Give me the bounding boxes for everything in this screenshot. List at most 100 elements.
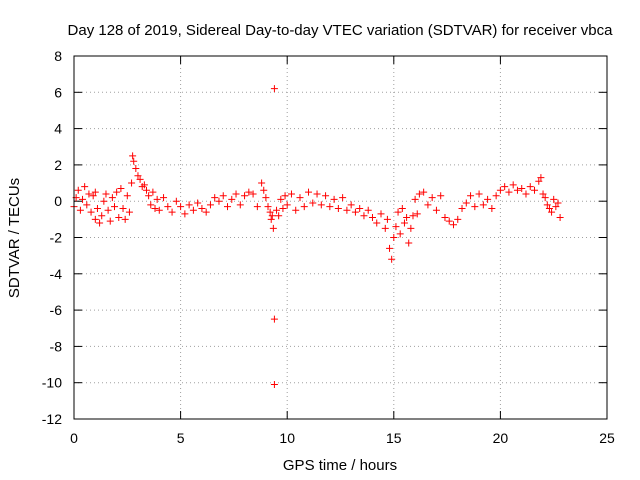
data-point [189, 206, 197, 214]
data-point [356, 204, 364, 212]
data-point [292, 206, 300, 214]
data-point [108, 194, 116, 202]
data-point [505, 188, 513, 196]
data-point [151, 204, 159, 212]
data-point [373, 219, 381, 227]
data-point [224, 203, 232, 211]
data-point [76, 206, 84, 214]
data-point [119, 204, 127, 212]
data-point [488, 204, 496, 212]
data-point [552, 203, 560, 211]
x-axis-label: GPS time / hours [283, 457, 397, 474]
data-point [343, 206, 351, 214]
data-point [117, 184, 125, 192]
data-point [81, 183, 89, 191]
x-tick-label: 25 [599, 430, 615, 446]
data-point [475, 190, 483, 198]
data-point [550, 195, 558, 203]
data-point [130, 157, 138, 165]
data-point [351, 208, 359, 216]
data-point [262, 194, 270, 202]
data-point [415, 190, 423, 198]
data-point [236, 201, 244, 209]
data-point [283, 201, 291, 209]
data-point [424, 201, 432, 209]
data-point [89, 192, 97, 200]
data-point [264, 203, 272, 211]
data-point [106, 217, 114, 225]
data-point [96, 219, 104, 227]
x-tick-label: 20 [493, 430, 509, 446]
data-point [268, 212, 276, 220]
data-point [160, 194, 168, 202]
data-point [249, 190, 257, 198]
data-point [134, 172, 142, 180]
data-point [322, 192, 330, 200]
data-point [381, 224, 389, 232]
data-point [277, 195, 285, 203]
data-point [185, 201, 193, 209]
data-point [273, 206, 281, 214]
data-point [79, 195, 87, 203]
data-point [392, 223, 400, 231]
data-point [287, 190, 295, 198]
data-point [93, 204, 101, 212]
data-point [164, 203, 172, 211]
data-point [496, 186, 504, 194]
data-point [556, 214, 564, 222]
y-tick-label: -12 [42, 411, 62, 427]
data-point [548, 208, 556, 216]
data-point [149, 188, 157, 196]
data-point [509, 181, 517, 189]
data-point [241, 192, 249, 200]
data-point [258, 179, 266, 187]
data-point [396, 230, 404, 238]
data-point [330, 195, 338, 203]
data-point [91, 188, 99, 196]
data-point [245, 188, 253, 196]
data-point [339, 194, 347, 202]
x-tick-label: 10 [279, 430, 295, 446]
data-point [275, 212, 283, 220]
data-point [317, 201, 325, 209]
data-point [437, 192, 445, 200]
data-point [484, 195, 492, 203]
data-point [409, 212, 417, 220]
data-point [403, 214, 411, 222]
data-point [172, 197, 180, 205]
data-point [467, 192, 475, 200]
x-tick-label: 5 [177, 430, 185, 446]
data-point [98, 212, 106, 220]
data-point [462, 199, 470, 207]
data-point [420, 188, 428, 196]
y-tick-label: 8 [54, 48, 62, 64]
data-point [270, 315, 278, 323]
data-point [360, 212, 368, 220]
data-point [194, 199, 202, 207]
data-point [513, 186, 521, 194]
data-point [102, 190, 110, 198]
data-point [449, 221, 457, 229]
data-points [70, 85, 564, 389]
data-point [136, 175, 144, 183]
data-point [125, 208, 133, 216]
data-point [347, 201, 355, 209]
data-point [334, 204, 342, 212]
data-point [279, 204, 287, 212]
data-point [326, 203, 334, 211]
data-point [140, 181, 148, 189]
data-point [313, 190, 321, 198]
data-point [129, 152, 137, 160]
data-point [206, 201, 214, 209]
data-point [260, 186, 268, 194]
y-tick-label: -10 [42, 375, 62, 391]
data-point [147, 201, 155, 209]
y-tick-label: 6 [54, 84, 62, 100]
data-point [309, 199, 317, 207]
chart-title: Day 128 of 2019, Sidereal Day-to-day VTE… [68, 22, 614, 39]
y-tick-label: -6 [50, 302, 63, 318]
data-point [454, 215, 462, 223]
data-point [198, 204, 206, 212]
y-tick-label: -8 [50, 338, 63, 354]
